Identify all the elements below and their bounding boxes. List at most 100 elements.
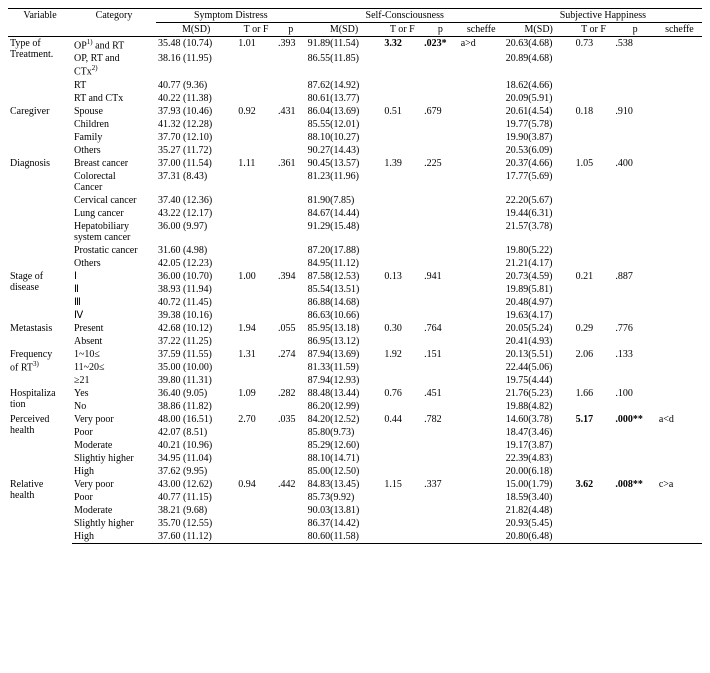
data-cell xyxy=(276,244,306,257)
data-cell: 19.44(6.31) xyxy=(504,207,574,220)
data-cell xyxy=(459,335,504,348)
data-cell xyxy=(422,309,459,322)
data-cell xyxy=(459,79,504,92)
data-cell: 20.09(5.91) xyxy=(504,92,574,105)
data-cell xyxy=(613,491,656,504)
data-cell: 2.70 xyxy=(236,413,276,426)
data-cell xyxy=(422,244,459,257)
data-cell: .442 xyxy=(276,478,306,491)
header-category: Category xyxy=(72,9,156,37)
data-cell: .055 xyxy=(276,322,306,335)
data-cell: 87.58(12.53) xyxy=(306,270,383,283)
data-cell xyxy=(459,257,504,270)
data-cell xyxy=(657,361,702,374)
data-cell: .274 xyxy=(276,348,306,361)
data-cell: 21.57(3.78) xyxy=(504,220,574,244)
data-cell xyxy=(236,530,276,544)
data-cell xyxy=(613,452,656,465)
category-cell: Others xyxy=(72,144,156,157)
sub-p: p xyxy=(422,23,459,37)
data-cell xyxy=(459,220,504,244)
data-cell: 36.00 (9.97) xyxy=(156,220,236,244)
data-cell xyxy=(574,144,614,157)
data-cell xyxy=(657,157,702,170)
data-cell xyxy=(382,400,422,413)
data-cell xyxy=(459,244,504,257)
data-cell xyxy=(422,361,459,374)
data-cell xyxy=(574,309,614,322)
table-row: Poor42.07 (8.51)85.80(9.73)18.47(3.46) xyxy=(8,426,702,439)
data-cell: 86.20(12.99) xyxy=(306,400,383,413)
data-table: Variable Category Symptom Distress Self-… xyxy=(8,8,702,544)
data-cell xyxy=(459,452,504,465)
table-row: Prostatic cancer31.60 (4.98)87.20(17.88)… xyxy=(8,244,702,257)
data-cell xyxy=(382,79,422,92)
data-cell xyxy=(613,504,656,517)
data-cell: 88.10(10.27) xyxy=(306,131,383,144)
data-cell xyxy=(422,170,459,194)
data-cell xyxy=(382,170,422,194)
data-cell xyxy=(657,491,702,504)
data-cell xyxy=(422,530,459,544)
data-cell: 20.73(4.59) xyxy=(504,270,574,283)
data-cell xyxy=(422,374,459,387)
data-cell xyxy=(574,374,614,387)
table-row: PerceivedhealthVery poor48.00 (16.51)2.7… xyxy=(8,413,702,426)
data-cell xyxy=(236,220,276,244)
data-cell xyxy=(459,207,504,220)
category-cell: Children xyxy=(72,118,156,131)
data-cell xyxy=(422,426,459,439)
data-cell: 86.88(14.68) xyxy=(306,296,383,309)
data-cell: 85.54(13.51) xyxy=(306,283,383,296)
data-cell xyxy=(236,439,276,452)
category-cell: ColorectalCancer xyxy=(72,170,156,194)
data-cell xyxy=(657,348,702,361)
data-cell: 0.94 xyxy=(236,478,276,491)
data-cell: .679 xyxy=(422,105,459,118)
data-cell: 42.68 (10.12) xyxy=(156,322,236,335)
data-cell: 5.17 xyxy=(574,413,614,426)
data-cell xyxy=(276,257,306,270)
data-cell xyxy=(236,517,276,530)
data-cell: 84.95(11.12) xyxy=(306,257,383,270)
data-cell xyxy=(657,322,702,335)
data-cell xyxy=(574,400,614,413)
sub-scheffe: scheffe xyxy=(459,23,504,37)
data-cell xyxy=(613,439,656,452)
data-cell: 22.44(5.06) xyxy=(504,361,574,374)
data-cell: 87.94(12.93) xyxy=(306,374,383,387)
data-cell xyxy=(422,296,459,309)
data-cell xyxy=(657,207,702,220)
data-cell xyxy=(459,530,504,544)
data-cell xyxy=(657,452,702,465)
data-cell xyxy=(276,92,306,105)
data-cell: 37.59 (11.55) xyxy=(156,348,236,361)
data-cell xyxy=(422,207,459,220)
data-cell: 86.95(13.12) xyxy=(306,335,383,348)
data-cell: 80.60(11.58) xyxy=(306,530,383,544)
data-cell xyxy=(657,400,702,413)
data-cell xyxy=(574,465,614,478)
data-cell xyxy=(574,361,614,374)
data-cell: 1.01 xyxy=(236,37,276,53)
data-cell xyxy=(236,374,276,387)
table-row: OP, RT andCTx2)38.16 (11.95)86.55(11.85)… xyxy=(8,52,702,78)
data-cell: 17.77(5.69) xyxy=(504,170,574,194)
data-cell: 39.38 (10.16) xyxy=(156,309,236,322)
data-cell: 19.88(4.82) xyxy=(504,400,574,413)
data-cell xyxy=(657,79,702,92)
data-cell xyxy=(276,465,306,478)
data-cell xyxy=(459,309,504,322)
data-cell: 20.48(4.97) xyxy=(504,296,574,309)
data-cell: 85.00(12.50) xyxy=(306,465,383,478)
data-cell xyxy=(276,504,306,517)
data-cell xyxy=(613,530,656,544)
data-cell xyxy=(422,79,459,92)
data-cell: .035 xyxy=(276,413,306,426)
data-cell: 1.05 xyxy=(574,157,614,170)
table-row: Absent37.22 (11.25)86.95(13.12)20.41(4.9… xyxy=(8,335,702,348)
data-cell xyxy=(657,517,702,530)
data-cell xyxy=(382,207,422,220)
data-cell: 85.29(12.60) xyxy=(306,439,383,452)
data-cell xyxy=(613,309,656,322)
